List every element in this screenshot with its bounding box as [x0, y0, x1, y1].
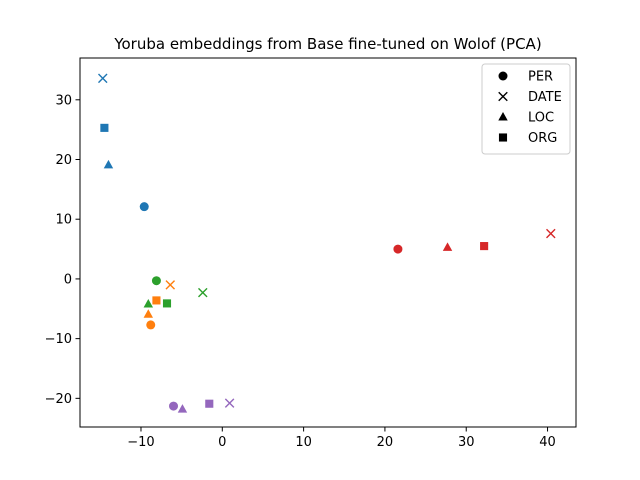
data-point-triangle [143, 299, 154, 308]
x-tick-label: 40 [539, 435, 556, 450]
data-point-square [100, 123, 109, 132]
y-tick-label: −10 [45, 332, 72, 347]
data-point-x [97, 73, 108, 84]
data-point-circle [151, 276, 161, 286]
legend-triangle-icon [498, 112, 508, 121]
x-tick-label: 20 [377, 435, 394, 450]
data-point-x [546, 228, 556, 239]
y-tick-label: 30 [55, 93, 72, 108]
x-tick-label: 0 [218, 435, 226, 450]
data-point-x [165, 280, 176, 290]
data-point-circle [139, 202, 149, 212]
x-axis: −10 0 10 20 30 40 [127, 427, 556, 450]
data-point-x [224, 398, 235, 408]
data-point-triangle [103, 159, 114, 169]
x-tick-label: 30 [458, 435, 475, 450]
y-tick-label: −20 [45, 392, 72, 407]
plot-area [79, 57, 577, 428]
legend: PER DATE LOC ORG [481, 63, 571, 155]
data-point-circle [169, 401, 179, 411]
chart-title: Yoruba embeddings from Base fine-tuned o… [113, 35, 541, 53]
axes-frame [79, 57, 577, 428]
x-tick-label: 10 [295, 435, 312, 450]
data-point-triangle [442, 242, 453, 251]
legend-circle-icon [498, 71, 508, 81]
data-point-circle [146, 320, 156, 330]
data-point-square [205, 399, 214, 408]
data-point-square [480, 242, 489, 251]
data-point-triangle [143, 309, 154, 318]
data-point-x [198, 287, 208, 298]
legend-label: LOC [528, 111, 554, 126]
legend-square-icon [498, 133, 508, 142]
legend-box [481, 63, 571, 155]
y-tick-label: 0 [64, 272, 72, 287]
y-tick-label: 20 [55, 153, 72, 168]
legend-label: DATE [528, 90, 562, 105]
y-tick-label: 10 [55, 213, 72, 228]
data-point-square [152, 296, 161, 305]
y-axis: −20 −10 0 10 20 30 [45, 93, 80, 407]
x-tick-label: −10 [127, 435, 154, 450]
data-point-triangle [177, 404, 188, 413]
legend-label: ORG [528, 131, 557, 146]
legend-x-icon [498, 91, 508, 102]
data-point-square [162, 299, 172, 308]
legend-label: PER [528, 70, 553, 85]
data-point-circle [393, 244, 403, 254]
data-points [97, 73, 556, 413]
